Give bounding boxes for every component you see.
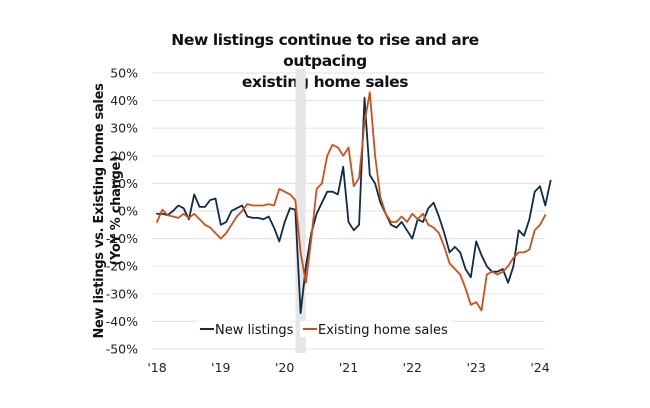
- legend-label: Existing home sales: [318, 323, 448, 338]
- legend-label: New listings: [215, 323, 294, 338]
- y-tick-label: 30%: [110, 121, 138, 136]
- y-tick-label: 0%: [118, 204, 138, 219]
- x-tick-label: '20: [275, 360, 294, 375]
- y-tick-label: 10%: [110, 176, 138, 191]
- y-tick-label: -20%: [106, 259, 138, 274]
- y-tick-label: -30%: [106, 286, 138, 301]
- x-tick-label: '21: [339, 360, 358, 375]
- y-tick-label: -40%: [106, 314, 138, 329]
- x-tick-label: '24: [530, 360, 549, 375]
- chart-title-line-1: New listings continue to rise and are ou…: [171, 31, 479, 70]
- series-line-existing-home-sales: [156, 91, 547, 312]
- x-tick-label: '22: [403, 360, 422, 375]
- gridlines: [152, 72, 545, 350]
- y-tick-label: -10%: [106, 231, 138, 246]
- chart-title: New listings continue to rise and are ou…: [150, 30, 500, 93]
- y-tick-label: 40%: [110, 93, 138, 108]
- x-tick-label: '23: [466, 360, 485, 375]
- series-line-new-listings: [156, 96, 552, 315]
- x-tick-label: '19: [211, 360, 230, 375]
- x-tick-label: '18: [147, 360, 166, 375]
- y-tick-label: 50%: [110, 66, 138, 81]
- y-tick-label: 20%: [110, 148, 138, 163]
- y-tick-labels: 50% 40% 30% 20% 10% 0% -10% -20% -30% -40% -50%: [106, 66, 138, 357]
- legend: New listings Existing home sales: [197, 321, 452, 338]
- series-lines: [156, 91, 552, 315]
- x-tick-labels: '18 '19 '20 '21 '22 '23 '24: [147, 360, 549, 375]
- legend-background: [300, 321, 452, 337]
- chart-title-line-2: existing home sales: [241, 73, 409, 91]
- y-tick-label: -50%: [106, 342, 138, 357]
- legend-background: [197, 321, 291, 337]
